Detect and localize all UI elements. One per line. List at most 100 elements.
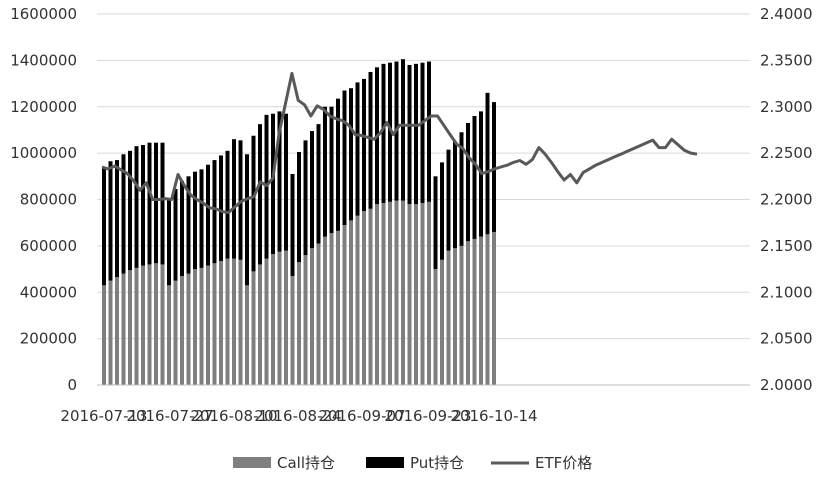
etf-line-layer [101, 71, 698, 214]
call-bar [219, 260, 223, 385]
put-bar [154, 142, 158, 264]
put-bar [134, 146, 139, 268]
call-bar [427, 201, 431, 385]
legend-label: Put持仓 [410, 454, 464, 472]
put-bar [355, 82, 360, 216]
call-bar [485, 234, 490, 385]
call-bar [232, 258, 236, 385]
put-bar [323, 106, 327, 237]
call-bar [225, 258, 230, 385]
put-bar [173, 189, 178, 281]
call-bar [459, 245, 464, 385]
call-bar [134, 267, 139, 385]
call-bar [433, 269, 438, 385]
put-bar [342, 90, 347, 226]
call-bar [440, 259, 444, 385]
call-bar [342, 225, 347, 385]
put-bar [193, 171, 197, 270]
call-bar [466, 241, 470, 385]
put-bar [199, 169, 204, 268]
put-bar [186, 176, 191, 274]
x-tick-label: 2016-08-24 [254, 407, 341, 425]
put-bar [206, 164, 210, 266]
call-bar [271, 253, 275, 385]
y-right-tick-label: 2.2500 [760, 144, 813, 162]
y-left-tick-label: 1000000 [10, 144, 77, 162]
y-left-tick-label: 0 [67, 376, 77, 394]
call-bar [160, 264, 165, 385]
call-bar [193, 269, 197, 385]
call-bar [446, 250, 451, 385]
put-bar [284, 113, 288, 251]
call-bar [381, 202, 386, 385]
put-bar [297, 151, 301, 263]
put-bar [446, 149, 451, 251]
x-tick-label: 2016-09-07 [318, 407, 405, 425]
y-left-tick-label: 1200000 [10, 98, 77, 116]
put-bar [121, 154, 126, 274]
y-left-tick-label: 200000 [20, 330, 77, 348]
put-bar [420, 62, 425, 203]
put-bar [368, 71, 373, 209]
call-bar [108, 280, 113, 385]
call-bar [407, 204, 412, 385]
put-bar [258, 124, 262, 265]
put-bar [329, 106, 334, 234]
put-bar [225, 150, 230, 259]
left-axis: 0 200000 400000 600000 800000 1000000 1200000 1… [10, 5, 77, 394]
x-tick-label: 2016-08-10 [190, 407, 277, 425]
put-bar [349, 88, 353, 221]
call-bar [264, 258, 269, 385]
y-right-tick-label: 2.3500 [760, 51, 813, 69]
put-bar [453, 141, 457, 249]
put-bar [128, 150, 132, 271]
y-left-tick-label: 1400000 [10, 51, 77, 69]
x-tick-label: 2016-07-27 [126, 407, 213, 425]
y-right-tick-label: 2.1000 [760, 283, 813, 301]
put-bar [492, 102, 496, 232]
legend-swatch [233, 457, 271, 468]
call-bar [102, 285, 106, 385]
x-tick-label: 2016-07-13 [60, 407, 147, 425]
call-bar [258, 264, 262, 385]
call-bar [362, 211, 366, 385]
legend: Call持仓 Put持仓 ETF价格 [233, 454, 592, 472]
call-bar [420, 202, 425, 385]
legend-label: ETF价格 [535, 454, 592, 472]
call-bar [141, 265, 145, 385]
y-right-tick-label: 2.0500 [760, 330, 813, 348]
call-bar [401, 200, 405, 385]
x-axis: 2016-07-132016-07-272016-08-102016-08-24… [60, 384, 750, 425]
call-bar [375, 204, 379, 385]
call-bar [186, 273, 191, 385]
put-bar [271, 113, 275, 254]
call-bar [479, 236, 483, 385]
call-bar [453, 248, 457, 385]
call-bar [323, 236, 327, 385]
call-bar [329, 233, 334, 385]
put-bar [102, 167, 106, 286]
x-tick-label: 2016-10-14 [450, 407, 537, 425]
call-bar [388, 201, 392, 385]
put-bar [108, 161, 113, 281]
put-bar [167, 199, 171, 286]
put-bar [388, 62, 392, 202]
call-bar [492, 231, 496, 385]
put-bar [336, 98, 340, 231]
call-bar [336, 230, 340, 385]
put-bar [316, 124, 321, 244]
call-bar [115, 277, 119, 385]
y-left-tick-label: 400000 [20, 283, 77, 301]
put-bar [303, 140, 308, 256]
put-bar [141, 145, 145, 266]
put-bar [238, 140, 243, 260]
call-bar [277, 251, 282, 385]
put-bar [160, 142, 165, 265]
put-bar [277, 111, 282, 252]
call-bar [180, 276, 184, 385]
put-bar [401, 59, 405, 201]
legend-swatch [366, 457, 404, 468]
x-tick-label: 2016-09-23 [384, 407, 471, 425]
put-bar [407, 65, 412, 205]
